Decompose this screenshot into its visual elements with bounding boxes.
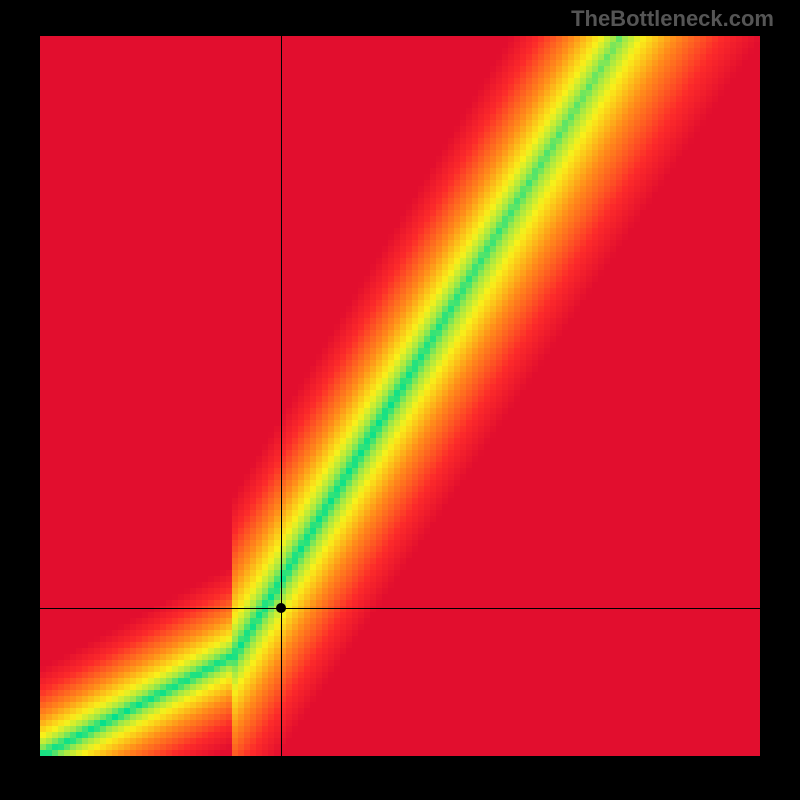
marker-point xyxy=(276,603,286,613)
crosshair-horizontal xyxy=(40,608,760,609)
chart-frame: TheBottleneck.com xyxy=(0,0,800,800)
plot-area xyxy=(40,36,760,756)
watermark-text: TheBottleneck.com xyxy=(571,6,774,32)
heatmap-canvas xyxy=(40,36,760,756)
crosshair-vertical xyxy=(281,36,282,756)
